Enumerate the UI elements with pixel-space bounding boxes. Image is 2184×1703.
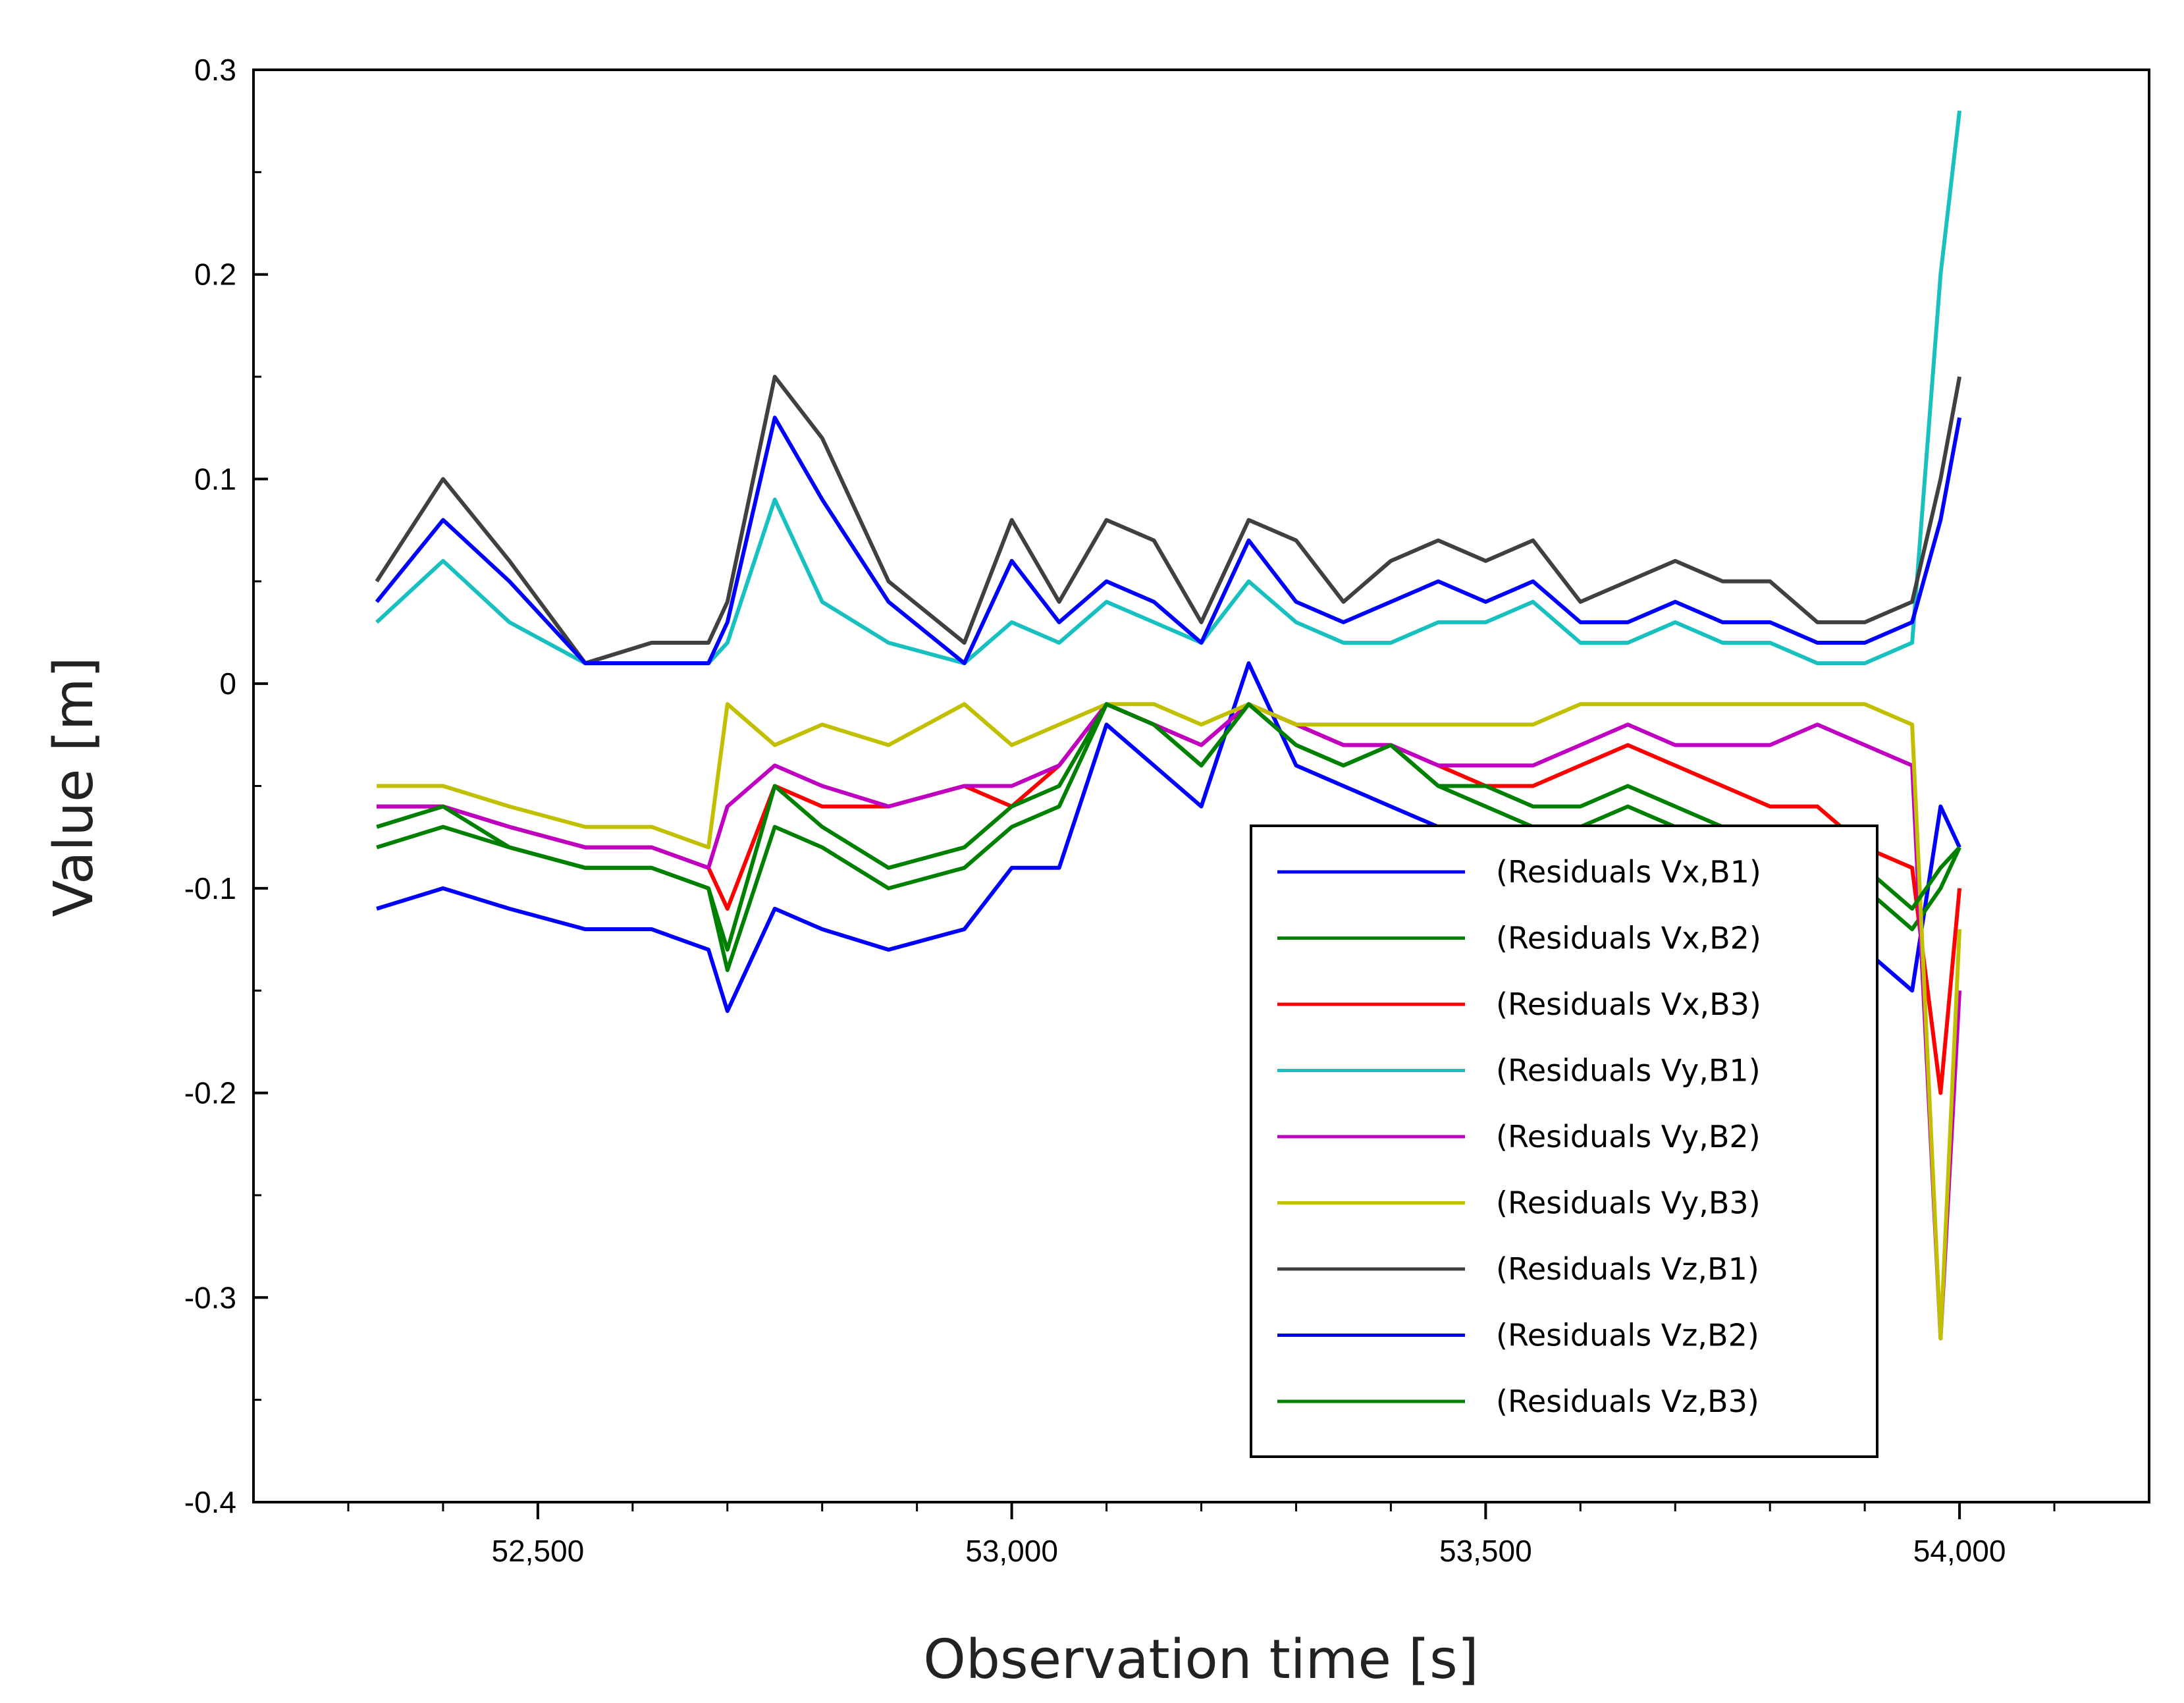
series-line-7 [375, 375, 1962, 666]
series-layer [375, 110, 1962, 1341]
legend-label: (Residuals Vz,B2) [1496, 1318, 1759, 1353]
tick-layer [253, 68, 2056, 1519]
series-line-4 [375, 110, 1962, 666]
legend-label: (Residuals Vy,B3) [1496, 1185, 1761, 1221]
x-tick-label: 54,000 [1913, 1534, 2006, 1568]
y-tick-label: -0.4 [184, 1485, 236, 1519]
legend-label: (Residuals Vx,B1) [1496, 854, 1761, 890]
series-line-8 [375, 416, 1962, 666]
y-tick-label: 0 [219, 666, 236, 701]
legend-label: (Residuals Vx,B3) [1496, 987, 1761, 1022]
x-tick-label: 53,500 [1439, 1534, 1532, 1568]
x-axis-title: Observation time [s] [923, 1629, 1478, 1691]
legend-label: (Residuals Vx,B2) [1496, 921, 1761, 956]
y-axis-title: Value [m] [43, 657, 105, 917]
legend-box [1250, 824, 1878, 1458]
y-tick-label: 0.1 [194, 462, 236, 496]
tick-label-layer: -0.4 -0.3 -0.2 -0.1 0 0.1 0.2 0.3 52,500 53,000 53… [184, 53, 2006, 1568]
legend-entries: (Residuals Vx,B1) (Residuals Vx,B2) (Resid… [1277, 854, 1761, 1419]
legend: (Residuals Vx,B1) (Residuals Vx,B2) (Resid… [1250, 824, 1878, 1458]
legend-label: (Residuals Vy,B2) [1496, 1119, 1761, 1154]
y-tick-label: -0.3 [184, 1280, 236, 1314]
y-tick-label: -0.1 [184, 871, 236, 906]
legend-label: (Residuals Vy,B1) [1496, 1053, 1761, 1089]
legend-label: (Residuals Vz,B1) [1496, 1251, 1759, 1287]
x-tick-label: 52,500 [491, 1534, 584, 1568]
y-tick-label: 0.3 [194, 53, 236, 87]
y-tick-label: 0.2 [194, 257, 236, 292]
y-tick-label: -0.2 [184, 1076, 236, 1110]
legend-label: (Residuals Vz,B3) [1496, 1384, 1759, 1419]
x-tick-label: 53,000 [965, 1534, 1058, 1568]
